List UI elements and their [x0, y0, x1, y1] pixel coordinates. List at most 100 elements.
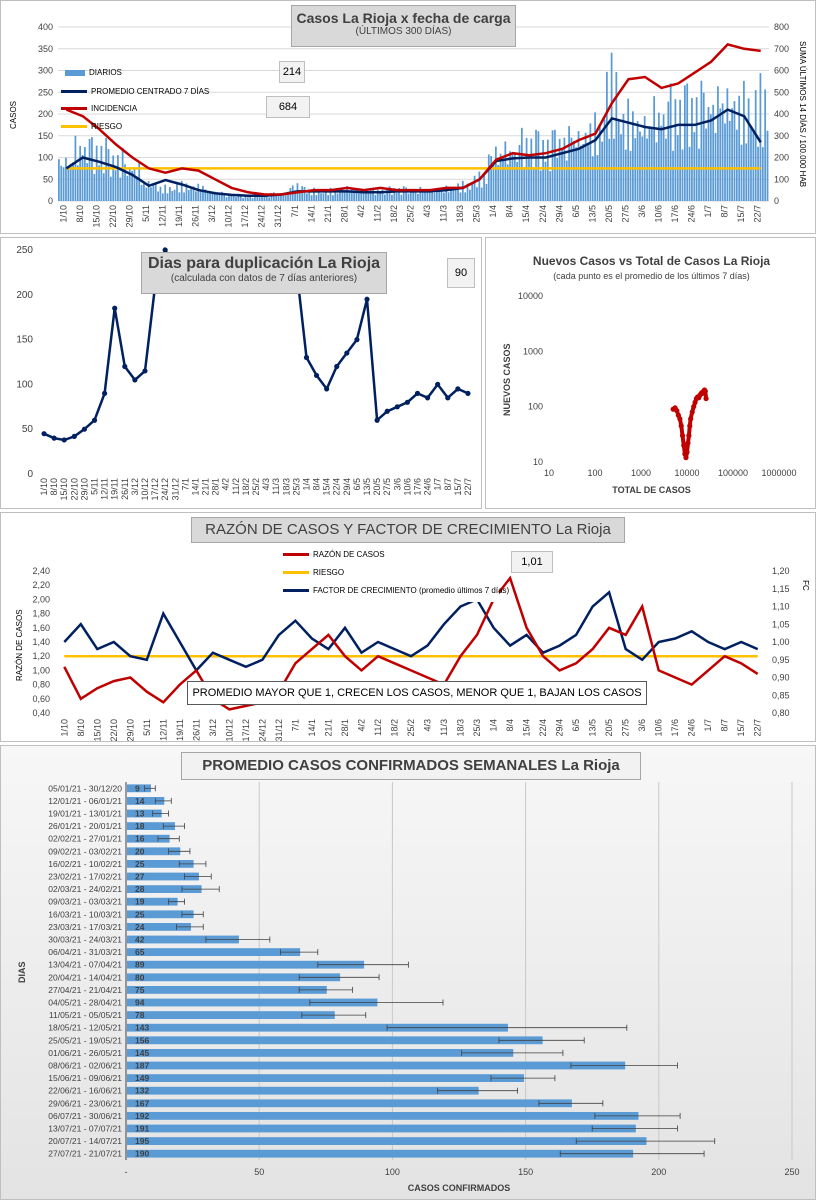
doubling-subtitle: (calculada con datos de 7 días anteriore…: [170, 273, 358, 284]
doubling-title-text: Dias para duplicación La Rioja: [147, 255, 381, 272]
scatter-point: [677, 416, 683, 422]
doubling-days-chart: 0 50 100 150 200 250 1/10 8/10 15/10 22/10 29/10 5/…: [16, 245, 473, 501]
category-label: 22/06/21 - 16/06/21: [48, 1086, 122, 1096]
category-label: 13/04/21 - 07/04/21: [48, 960, 122, 970]
bar-diarios: [187, 189, 190, 201]
bar-diarios: [128, 169, 131, 201]
x-tick-label: 20/5: [604, 205, 614, 223]
bar-diarios: [164, 184, 167, 201]
bar-diarios: [565, 160, 568, 201]
bar-diarios: [365, 191, 367, 201]
bar-diarios: [287, 191, 289, 201]
bar-diarios: [646, 138, 648, 201]
bar-diarios: [86, 163, 89, 201]
scatter-point: [678, 423, 684, 429]
x-tick-label: 1/4: [488, 205, 498, 218]
bar-diarios: [598, 125, 601, 201]
x-tick-label: 8/4: [312, 478, 322, 491]
bar-diarios: [268, 197, 270, 201]
doubling-title: Dias para duplicación La Rioja (calculad…: [141, 252, 387, 294]
x-tick-label: 25/3: [472, 719, 482, 737]
bar-diarios: [301, 186, 304, 201]
category-label: 02/03/21 - 24/02/21: [48, 884, 122, 894]
data-label: 9: [135, 783, 140, 793]
bar-diarios: [639, 131, 641, 201]
point-doubling: [424, 395, 431, 401]
y2-tick-label: 100: [774, 174, 789, 184]
bar-diarios: [631, 111, 634, 201]
bar-diarios: [176, 183, 178, 201]
bar-diarios: [674, 99, 677, 201]
x-tick-label: 8/7: [443, 478, 453, 491]
bar-diarios: [622, 113, 625, 201]
bar-diarios: [669, 83, 672, 201]
category-label: 19/01/21 - 13/01/21: [48, 809, 122, 819]
bar-diarios: [724, 123, 726, 201]
bar-diarios: [294, 190, 296, 201]
x-tick-label: 15/4: [322, 478, 332, 496]
data-label: 25: [135, 909, 145, 919]
scatter-point: [691, 404, 697, 410]
doubling-days-panel: 0 50 100 150 200 250 1/10 8/10 15/10 22/10 29/10 5/…: [0, 237, 482, 509]
x-tick-label: 17/6: [670, 719, 680, 737]
bar-diarios: [546, 139, 549, 201]
bar-diarios: [672, 150, 674, 201]
bar-diarios: [395, 192, 398, 201]
bar-diarios: [584, 132, 587, 201]
x-tick-label: 27/5: [382, 478, 392, 496]
x-tick-label: 22/4: [332, 478, 342, 496]
bar-diarios: [679, 99, 682, 201]
y2-tick-label: 0,80: [772, 708, 790, 718]
data-label: 16: [135, 834, 145, 844]
bar-weekly: [127, 1061, 626, 1070]
x-tick-label: 18/3: [456, 719, 466, 737]
y-tick-label: 10: [533, 457, 543, 467]
x-tick-label: 3/6: [637, 719, 647, 732]
bar-diarios: [405, 187, 407, 201]
x-tick-label: 14/1: [307, 719, 317, 737]
bar-diarios: [147, 181, 150, 201]
bar-diarios: [438, 190, 441, 201]
point-doubling: [435, 381, 441, 387]
bar-diarios: [67, 168, 70, 201]
bar-diarios: [308, 189, 311, 201]
daily-cases-panel: 0 50 100 150 200 250 300 350 400 0 100 200 300 400 500…: [0, 0, 816, 234]
data-label: 24: [135, 922, 145, 932]
y-tick-label: 1,00: [32, 665, 50, 675]
growth-ylabel: RAZÓN DE CASOS: [15, 609, 24, 681]
bar-diarios: [660, 125, 663, 201]
bar-diarios: [131, 170, 133, 201]
y-tick-label: 0: [48, 196, 53, 206]
bar-diarios: [615, 72, 618, 201]
x-tick-label: 27/5: [620, 205, 630, 223]
line-promedio: [65, 108, 762, 198]
bar-diarios: [100, 145, 103, 201]
bar-diarios: [733, 101, 736, 201]
data-label: 25: [135, 859, 145, 869]
point-doubling: [465, 390, 471, 396]
bar-diarios: [216, 193, 219, 201]
legend-diarios: DIARIOS: [65, 68, 122, 77]
bar-diarios: [419, 186, 422, 201]
bar-diarios: [693, 132, 696, 201]
daily-cases-subtitle: (ÚLTIMOS 300 DÍAS): [355, 26, 452, 37]
category-label: 20/07/21 - 14/07/21: [48, 1136, 122, 1146]
data-label: 191: [135, 1124, 149, 1134]
bar-diarios: [594, 112, 596, 201]
bar-diarios: [554, 129, 556, 201]
data-label: 195: [135, 1136, 149, 1146]
bar-diarios: [343, 191, 346, 201]
data-label: 14: [135, 796, 145, 806]
legend-riesgo-2: RIESGO: [283, 568, 344, 577]
bar-diarios: [195, 191, 197, 201]
point-doubling: [71, 433, 77, 439]
bar-diarios: [714, 132, 717, 201]
weekly-avg-title-text: PROMEDIO CASOS CONFIRMADOS SEMANALES La …: [202, 757, 620, 774]
bar-diarios: [478, 171, 481, 201]
bar-diarios: [98, 165, 100, 201]
x-tick-label: 3/6: [392, 478, 402, 491]
growth-note: PROMEDIO MAYOR QUE 1, CRECEN LOS CASOS, …: [187, 681, 647, 705]
y-tick-label: 300: [38, 66, 53, 76]
category-label: 26/01/21 - 20/01/21: [48, 821, 122, 831]
bar-diarios: [464, 192, 467, 201]
